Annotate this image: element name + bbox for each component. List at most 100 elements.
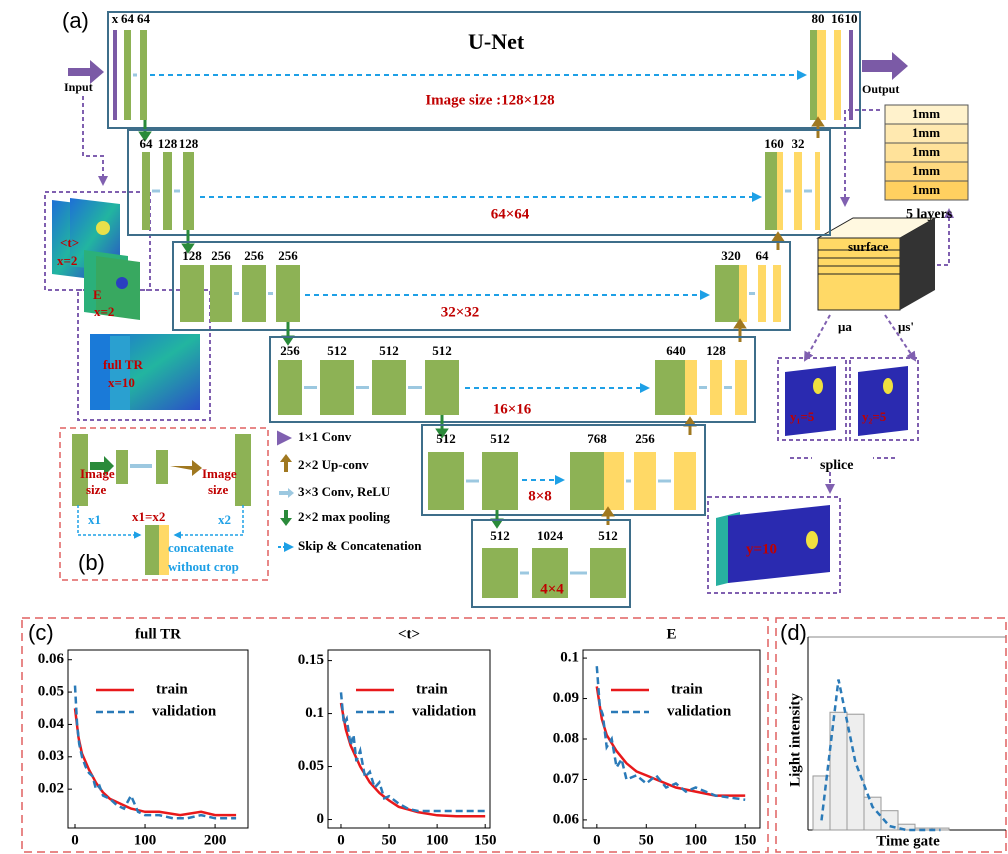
feature-map [124, 30, 131, 120]
layer-label: 1mm [912, 106, 940, 121]
inset-text: concatenate [168, 540, 234, 555]
legend-label: validation [412, 703, 477, 719]
feature-map [210, 265, 232, 322]
feature-map [113, 30, 117, 120]
y-tick-label: 0.06 [553, 811, 580, 827]
pool-arrow [284, 322, 292, 343]
feature-map [142, 152, 150, 230]
inset-text: Image [80, 466, 115, 481]
feature-map [180, 265, 204, 322]
image-size: 16×16 [493, 401, 532, 417]
y-tick-label: 0 [317, 811, 325, 827]
feature-map [817, 30, 826, 120]
upconv-arrow [604, 509, 612, 525]
feature-map [815, 152, 820, 230]
x-tick-label: 0 [337, 832, 345, 848]
channel-label: 128 [706, 343, 726, 358]
feature-map [765, 152, 777, 230]
legend-label: validation [152, 703, 217, 719]
channel-label: 512 [598, 528, 618, 543]
inset-text: without crop [168, 559, 239, 574]
y-tick-label: 0.03 [38, 748, 64, 764]
inset-text: Image [202, 466, 237, 481]
channel-label: 512 [432, 343, 452, 358]
feature-map [163, 152, 172, 230]
channel-label: 256 [211, 248, 231, 263]
splice-label: splice [820, 458, 853, 473]
feature-map [278, 360, 302, 415]
channel-label: 256 [278, 248, 298, 263]
panel-label: (c) [28, 620, 54, 645]
feature-map [674, 452, 696, 510]
output-arrow [862, 52, 908, 80]
inset-text: size [208, 482, 228, 497]
feature-map [634, 452, 656, 510]
channel-label: 64 [140, 136, 154, 151]
feature-map [183, 152, 194, 230]
output-map-label: y=10 [746, 541, 777, 557]
channel-label: 32 [792, 136, 805, 151]
legend-label: train [416, 681, 448, 697]
legend-text: 2×2 Up-conv [298, 457, 369, 472]
feature-map [276, 265, 300, 322]
x-tick-label: 100 [684, 832, 707, 848]
image-size: 4×4 [540, 581, 564, 597]
channel-label: 1024 [537, 528, 564, 543]
feature-map [242, 265, 266, 322]
y-tick-label: 0.09 [553, 690, 579, 706]
panel-c-frame [22, 618, 768, 852]
x-tick-label: 0 [71, 832, 79, 848]
input-count: x=2 [94, 304, 114, 319]
inset-text: x1=x2 [132, 509, 165, 524]
legend-icons [278, 438, 294, 547]
panel-label: (b) [78, 550, 105, 575]
input-count: x=2 [57, 253, 77, 268]
x-tick-label: 0 [593, 832, 601, 848]
layer-label: 1mm [912, 182, 940, 197]
layer-label: 1mm [912, 125, 940, 140]
mua-label: μa [838, 319, 852, 334]
feature-map [710, 360, 722, 415]
pool-arrow [493, 510, 501, 526]
feature-map [140, 30, 147, 120]
inset-text: x1 [88, 512, 101, 527]
legend-text: 2×2 max pooling [298, 509, 390, 524]
y-tick-label: 0.1 [305, 705, 324, 721]
feature-map [810, 30, 817, 120]
channel-label: 256 [244, 248, 264, 263]
upconv-arrow [736, 321, 744, 342]
channel-label: 512 [490, 528, 510, 543]
channel-label: 128 [182, 248, 202, 263]
channel-label: x [112, 11, 119, 26]
input-name: full TR [103, 357, 143, 372]
x-tick-label: 100 [134, 832, 157, 848]
inset-text: size [86, 482, 106, 497]
plot-area [68, 650, 248, 828]
channel-label: 128 [158, 136, 178, 151]
x-axis-label: Time gate [876, 833, 940, 849]
layer-label: 1mm [912, 163, 940, 178]
feature-map [773, 265, 781, 322]
figure: (a) U-Net Input Output <t> x=2 E x=2 ful… [0, 0, 1008, 854]
x-tick-label: 50 [639, 832, 654, 848]
surface-label: surface [848, 239, 889, 254]
layers-caption: 5 layers [906, 207, 953, 222]
input-name: E [93, 287, 102, 302]
y-tick-label: 0.08 [553, 730, 579, 746]
y-tick-label: 0.06 [38, 651, 65, 667]
channel-label: 64 [121, 11, 135, 26]
channel-label: 80 [812, 11, 825, 26]
upconv-arrow [686, 419, 694, 435]
feature-map [425, 360, 459, 415]
x-tick-label: 100 [426, 832, 449, 848]
panel-label: (d) [780, 620, 807, 645]
feature-map [849, 30, 853, 120]
y-tick-label: 0.02 [38, 781, 64, 797]
legend-text: 1×1 Conv [298, 429, 352, 444]
channel-label: 160 [764, 136, 784, 151]
image-size: 64×64 [491, 206, 530, 222]
feature-map [794, 152, 802, 230]
page: (a) U-Net Input Output <t> x=2 E x=2 ful… [0, 0, 1008, 854]
output-map-label: y₂=5 [862, 409, 887, 424]
x-tick-label: 200 [204, 832, 227, 848]
